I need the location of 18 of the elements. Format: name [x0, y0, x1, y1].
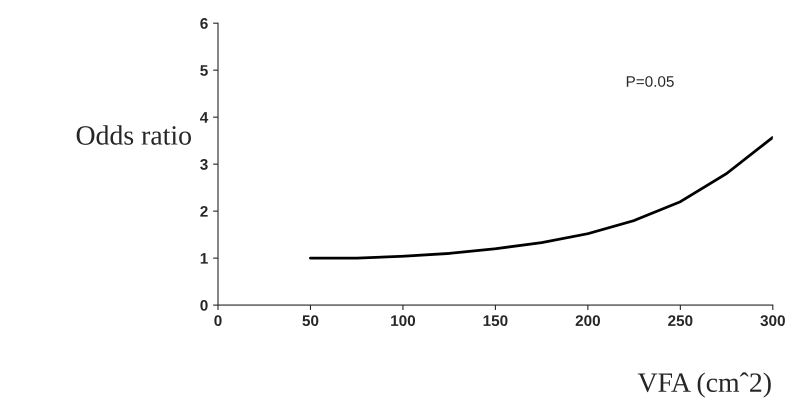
x-axis-title: VFA (cmˆ2)	[638, 372, 771, 398]
y-tick-label: 5	[200, 65, 208, 76]
y-tick-label: 4	[200, 112, 208, 123]
x-tick-label: 150	[484, 315, 508, 326]
line-series	[309, 136, 773, 260]
x-tick-label: 100	[391, 315, 416, 326]
y-tick-label: 6	[200, 18, 208, 29]
y-axis-title: Odds ratio	[76, 125, 191, 145]
x-tick-label: 250	[668, 315, 692, 326]
x-tick-label: 300	[760, 315, 785, 326]
x-tick-label: 50	[302, 315, 318, 326]
x-tick-label: 0	[214, 315, 222, 326]
y-tick-label: 1	[200, 253, 208, 264]
y-tick-label: 3	[200, 159, 208, 170]
y-tick-label: 2	[200, 206, 208, 217]
x-tick-label: 200	[576, 315, 600, 326]
y-tick-label: 0	[200, 300, 208, 311]
annotation: P=0.05	[626, 76, 674, 87]
